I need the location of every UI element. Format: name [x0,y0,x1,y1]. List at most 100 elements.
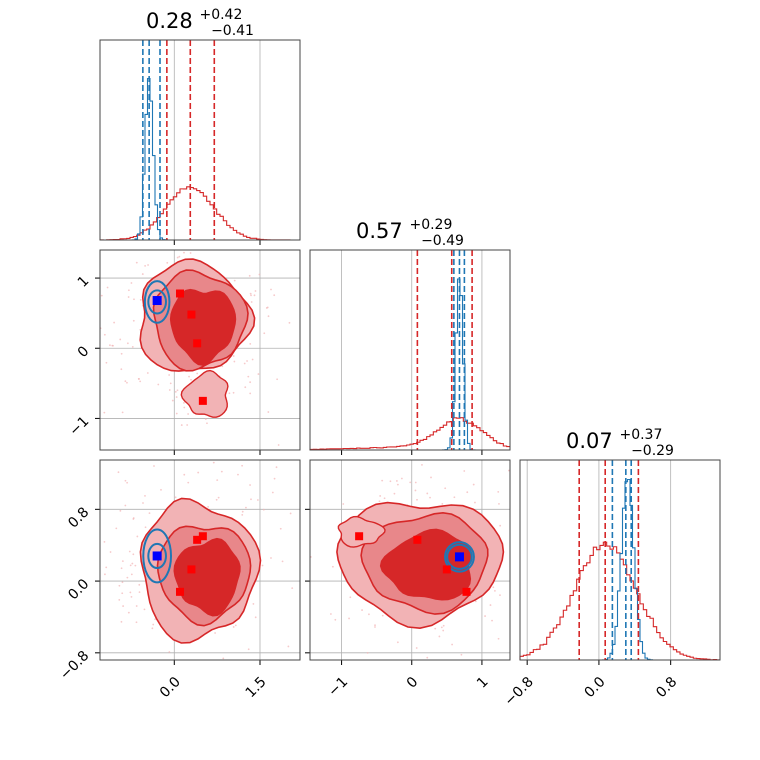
sample-dot [251,358,254,361]
sample-dot [103,411,106,414]
sample-dot [289,512,292,515]
sample-dot [400,477,403,480]
sample-dot [130,596,133,598]
param-2-plus: +0.29 [409,217,452,233]
sample-dot [378,500,381,503]
y-tick-label: −0.8 [57,648,92,683]
sample-dot [234,624,237,627]
contour-inner [169,288,237,366]
param-3-plus: +0.37 [619,427,662,443]
sample-dot [166,261,169,264]
sample-dot [460,653,463,656]
sample-dot [196,372,199,375]
sample-dot [513,559,515,561]
param-1-plus: +0.42 [199,7,242,23]
contour-blue [446,543,473,570]
sample-dot [119,338,122,341]
sample-dot [249,292,252,295]
sample-dot [154,618,156,621]
sample-dot [139,380,142,383]
sample-dot [198,242,200,244]
sample-dot [171,399,174,402]
sample-dot [474,600,477,603]
sample-dot [414,489,417,492]
sample-dot [416,498,418,501]
sample-dot [381,614,384,617]
x-tick-label: 0.0 [582,674,609,701]
sample-marker [462,587,471,596]
y-tick-label: 1 [75,273,93,291]
sample-dot [146,372,149,374]
sample-dot [176,256,179,259]
sample-dot [250,301,253,303]
sample-dot [83,402,85,404]
sample-dot [183,251,185,254]
plot-frame [309,249,511,451]
sample-dot [442,629,445,632]
truth-marker [454,552,464,562]
sample-dot [141,273,144,275]
sample-marker [176,289,184,298]
plot-frame [519,459,721,661]
sample-dot [434,627,437,630]
sample-dot [374,626,376,628]
sample-dot [279,527,282,530]
sample-dot [244,386,247,389]
sample-dot [133,298,135,301]
sample-dot [241,513,244,516]
param-2-title: 0.57 +0.29 −0.49 [356,210,464,249]
sample-dot [349,596,352,599]
sample-dot [177,672,179,674]
sample-dot [134,564,137,567]
sample-dot [130,282,133,284]
sample-dot [250,498,252,501]
sample-dot [124,504,127,507]
sample-dot [232,355,235,357]
sample-dot [178,255,181,258]
sample-dot [258,273,261,276]
histogram-red [309,417,510,451]
sample-dot [430,476,432,479]
sample-dot [396,483,399,486]
contour-inner [173,537,241,617]
sample-dot [153,465,155,467]
sample-dot [494,589,496,592]
y-tick-label: −1 [66,413,92,439]
sample-dot [147,264,149,266]
sample-dot [135,605,138,607]
sample-dot [168,389,171,391]
sample-dot [249,484,251,486]
sample-dot [100,294,103,297]
sample-dot [183,406,186,409]
sample-dot [263,332,266,335]
sample-dot [206,422,208,425]
sample-dot [247,648,250,651]
contour-blue [147,289,167,315]
sample-dot [277,444,280,446]
plot-background [100,40,300,240]
sample-marker [193,339,202,348]
sample-dot [200,670,202,672]
sample-dot [109,344,111,347]
sample-dot [152,623,155,626]
sample-dot [120,620,123,623]
sample-dot [188,451,190,453]
sample-dot [484,615,486,617]
param-2-value: 0.57 [356,219,403,243]
sample-dot [138,583,141,586]
sample-dot [183,401,185,404]
sample-dot [429,496,431,499]
sample-dot [176,389,179,392]
plot-background [310,250,510,450]
sample-dot [271,491,274,494]
sample-dot [174,390,177,393]
x-tick-label: 0.8 [653,674,680,701]
sample-dot [237,473,239,476]
histogram-panel-3: −0.8 0.0 0.8 [501,459,721,709]
sample-dot [113,321,116,324]
sample-dot [232,391,235,394]
sample-dot [74,500,76,502]
param-3-value: 0.07 [566,429,613,453]
sample-dot [93,325,95,327]
sample-dot [121,560,124,563]
